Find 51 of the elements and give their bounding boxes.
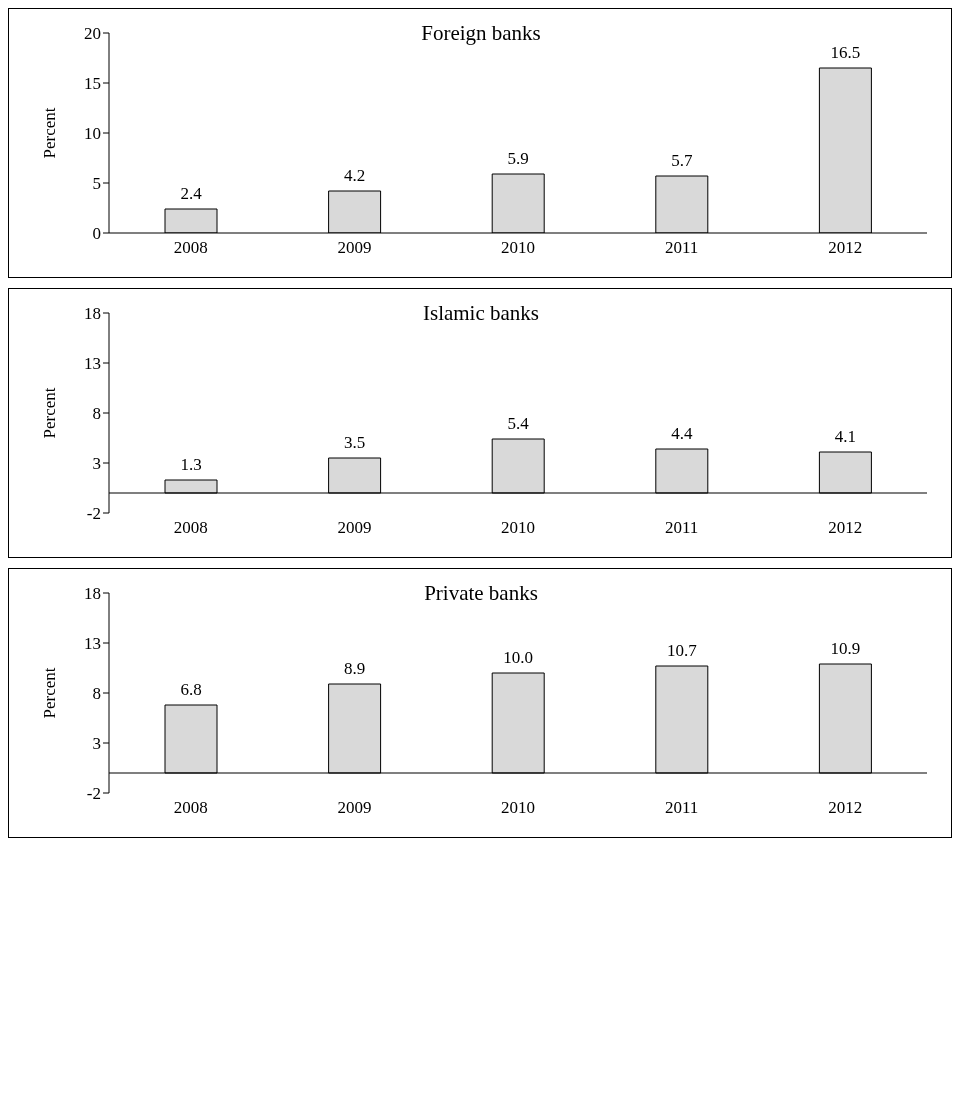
x-tick-label: 2011 (664, 518, 699, 538)
x-tick-label: 2012 (828, 238, 863, 258)
x-tick-label: 2009 (337, 238, 372, 258)
y-tick-label: -2 (86, 504, 101, 524)
x-tick-label: 2008 (173, 798, 208, 818)
chart-title: Foreign banks (421, 21, 541, 45)
chart-title: Islamic banks (422, 301, 540, 325)
y-tick-label: 8 (92, 404, 101, 424)
data-label: 4.2 (343, 166, 366, 185)
x-tick-label: 2009 (337, 518, 372, 538)
data-label: 16.5 (830, 43, 861, 62)
y-axis-title: Percent (40, 667, 60, 719)
x-tick-label: 2009 (337, 798, 372, 818)
data-label: 1.3 (180, 455, 202, 474)
y-tick-label: 3 (92, 734, 101, 754)
data-label: 5.4 (507, 414, 530, 433)
y-tick-label: 13 (84, 354, 101, 374)
y-tick-label: 13 (84, 634, 101, 654)
y-tick-label: 0 (92, 224, 101, 244)
x-tick-label: 2010 (501, 518, 535, 538)
x-tick-label: 2008 (173, 518, 208, 538)
y-tick-label: 15 (84, 74, 101, 94)
y-axis-title: Percent (40, 387, 60, 439)
data-label: 5.9 (507, 149, 529, 168)
data-label: 5.7 (671, 151, 693, 170)
data-label: 6.8 (180, 680, 202, 699)
x-tick-label: 2012 (828, 798, 863, 818)
y-tick-label: 5 (92, 174, 101, 194)
data-label: 10.9 (830, 639, 861, 658)
data-label: 8.9 (343, 659, 366, 678)
y-tick-label: 20 (84, 24, 101, 44)
x-tick-label: 2011 (664, 238, 699, 258)
data-label: 2.4 (180, 184, 203, 203)
y-tick-label: -2 (86, 784, 101, 804)
x-tick-label: 2011 (664, 798, 699, 818)
x-tick-label: 2010 (501, 798, 535, 818)
x-tick-label: 2012 (828, 518, 863, 538)
chart-title: Private banks (424, 581, 538, 605)
y-axis-title: Percent (40, 107, 60, 159)
y-tick-label: 3 (92, 454, 101, 474)
y-tick-label: 18 (84, 584, 101, 604)
data-label: 4.4 (671, 424, 693, 443)
data-label: 10.7 (666, 641, 698, 660)
data-label: 10.0 (503, 648, 534, 667)
y-tick-label: 8 (92, 684, 101, 704)
data-label: 3.5 (343, 433, 366, 452)
y-tick-label: 10 (84, 124, 101, 144)
y-tick-label: 18 (84, 304, 101, 324)
x-tick-label: 2008 (173, 238, 208, 258)
x-tick-label: 2010 (501, 238, 535, 258)
data-label: 4.1 (834, 427, 857, 446)
